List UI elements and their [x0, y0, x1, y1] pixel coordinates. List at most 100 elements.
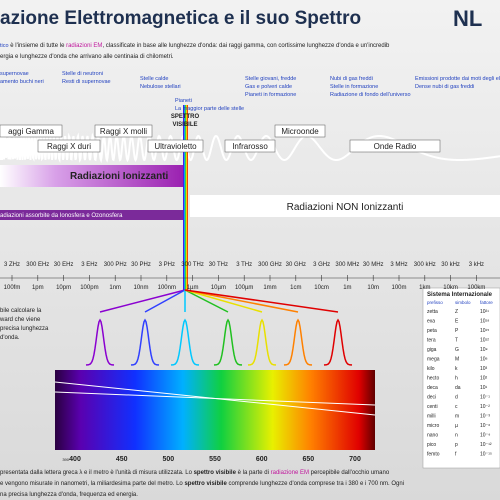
si-cell: centi [427, 404, 438, 410]
footer-part: è la parte di [236, 470, 271, 476]
source-label: Stelle in formazione [330, 84, 378, 90]
wavelength-label: 1pm [32, 285, 44, 291]
si-cell: 10¹ [480, 385, 488, 391]
si-cell: 10⁻¹⁵ [480, 452, 492, 458]
footer-part: spettro visibile [184, 481, 227, 487]
intro-part: tico [0, 43, 9, 49]
frequency-label: 300 kHz [414, 262, 436, 268]
footer-part: comprende lunghezze d'onda comprese tra … [227, 481, 404, 487]
si-cell: micro [427, 423, 439, 429]
wavelength-label: 1km [419, 285, 430, 291]
visible-label: SPETTRO [171, 114, 200, 120]
non-ionizing-label: Radiazioni NON Ionizzanti [287, 202, 404, 213]
si-header: fattore [480, 300, 493, 305]
si-cell: f [455, 452, 457, 458]
band-label: Infrarosso [232, 142, 268, 151]
intro-part: , classificate in base alle lunghezze d'… [102, 43, 390, 49]
si-cell: c [455, 404, 458, 410]
si-cell: G [455, 347, 459, 353]
si-title: Sistema Internazionale [427, 292, 493, 298]
frequency-label: 3 kHz [469, 262, 484, 268]
si-cell: Z [455, 309, 458, 315]
si-cell: h [455, 376, 458, 382]
spectrum-tick: 450 [116, 456, 128, 463]
ionizing-label: Radiazioni Ionizzanti [70, 171, 169, 182]
si-cell: 10⁻² [480, 404, 490, 410]
wavelength-label: 100fm [4, 285, 21, 291]
si-cell: kilo [427, 366, 435, 372]
si-cell: exa [427, 319, 435, 325]
frequency-label: 3 THz [236, 262, 252, 268]
frequency-label: 30 PHz [131, 262, 151, 268]
wavelength-label: 10nm [133, 285, 148, 291]
gaussian [247, 318, 277, 366]
si-header: simbolo [455, 300, 471, 305]
footer-line: e vengono misurate in nanometri, la mili… [0, 481, 404, 487]
source-label: Emissioni prodotte dai moti degli elettr… [415, 76, 500, 82]
band-box [224, 139, 276, 153]
band-box [0, 124, 63, 138]
title: azione Elettromagnetica e il suo Spettro [0, 8, 361, 29]
band-label: aggi Gamma [8, 127, 54, 136]
band-box [274, 124, 326, 138]
si-cell: 10¹² [480, 338, 489, 344]
spectrum-tick: 550 [209, 456, 221, 463]
spectrum-tick: 390 [62, 457, 69, 462]
si-cell: 10²¹ [480, 309, 489, 315]
non-ionizing-bar [190, 195, 500, 217]
frequency-label: 30 GHz [286, 262, 306, 268]
frequency-label: 30 kHz [441, 262, 460, 268]
si-cell: n [455, 433, 458, 439]
si-cell: 10² [480, 376, 488, 382]
side-text: precisa lunghezza [0, 326, 49, 332]
si-cell: 10⁻¹ [480, 395, 490, 401]
frequency-label: 30 EHz [54, 262, 74, 268]
fan-ray [184, 289, 339, 313]
ionizing-bar [0, 165, 185, 187]
frequency-label: 300 MHz [335, 262, 359, 268]
side-text: bile calcolare la [0, 308, 42, 314]
gaussian [130, 318, 160, 366]
wavelength-label: 1m [343, 285, 351, 291]
gaussian [323, 318, 353, 366]
source-label: Nebulose stellari [140, 84, 181, 90]
si-cell: 10⁻⁹ [480, 433, 490, 439]
frequency-label: 30 THz [209, 262, 228, 268]
si-cell: milli [427, 414, 436, 420]
fan-ray [184, 289, 299, 313]
side-text: ward che viene [0, 317, 41, 323]
si-cell: m [455, 414, 459, 420]
band-box [37, 139, 101, 153]
si-cell: 10⁶ [480, 357, 488, 363]
spectrum-line [54, 391, 376, 406]
si-cell: M [455, 357, 459, 363]
source-label: Stelle giovani, fredde [245, 76, 296, 82]
si-cell: mega [427, 357, 440, 363]
band-label: Raggi X duri [47, 142, 91, 151]
fan-ray [144, 289, 186, 313]
band-label: Microonde [281, 127, 319, 136]
gaussian [283, 318, 313, 366]
source-label: Stelle calde [140, 76, 168, 82]
si-cell: pico [427, 442, 436, 448]
wavelength-label: 100pm [80, 285, 98, 291]
si-cell: µ [455, 423, 458, 429]
band-box [94, 124, 153, 138]
source-label: Pianeti [175, 98, 192, 104]
si-header: prefisso [427, 300, 443, 305]
si-cell: E [455, 319, 459, 325]
si-cell: k [455, 366, 458, 372]
spectrum-tick: 400 [69, 456, 81, 463]
source-label: Pianeti in formazione [245, 92, 296, 98]
gaussian [213, 318, 243, 366]
si-cell: 10⁻³ [480, 414, 490, 420]
visible-label: VISIBILE [172, 122, 197, 128]
footer-part: percepibile dall'occhio umano [309, 470, 390, 476]
si-cell: T [455, 338, 458, 344]
wavelength-label: 100m [391, 285, 406, 291]
gaussian [85, 318, 115, 366]
footer-part: spettro visibile [194, 470, 237, 476]
wavelength-label: 10µm [211, 285, 226, 291]
source-label: amento buchi neri [0, 79, 44, 85]
frequency-label: 300 PHz [104, 262, 127, 268]
